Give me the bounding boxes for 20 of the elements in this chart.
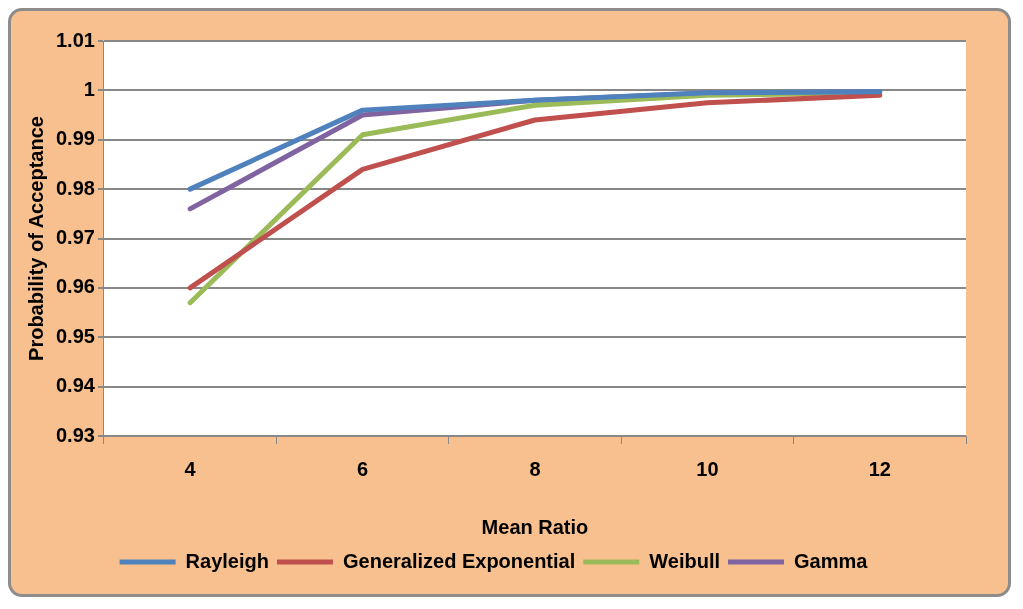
y-tick-label: 1 bbox=[83, 77, 95, 100]
y-tick-label: 0.93 bbox=[55, 423, 95, 446]
x-tick-label: 6 bbox=[356, 457, 369, 480]
y-tick-label: 0.96 bbox=[55, 275, 95, 298]
legend-label: Generalized Exponential bbox=[342, 549, 576, 572]
x-tick-label: 8 bbox=[529, 457, 541, 480]
legend-label: Rayleigh bbox=[185, 549, 269, 572]
y-tick-label: 0.95 bbox=[55, 324, 95, 347]
y-axis-title: Probability of Acceptance bbox=[24, 116, 47, 361]
y-tick-label: 0.94 bbox=[55, 374, 96, 397]
y-tick-label: 1.01 bbox=[55, 28, 95, 51]
y-tick-label: 0.99 bbox=[55, 127, 95, 150]
legend-label: Gamma bbox=[794, 549, 869, 572]
y-tick-label: 0.97 bbox=[55, 226, 95, 249]
x-axis-title: Mean Ratio bbox=[481, 515, 589, 538]
legend-label: Weibull bbox=[649, 549, 721, 572]
x-tick-label: 10 bbox=[696, 457, 719, 480]
x-tick-label: 12 bbox=[868, 457, 891, 480]
x-tick-label: 4 bbox=[184, 457, 197, 480]
y-tick-label: 0.98 bbox=[55, 176, 95, 199]
